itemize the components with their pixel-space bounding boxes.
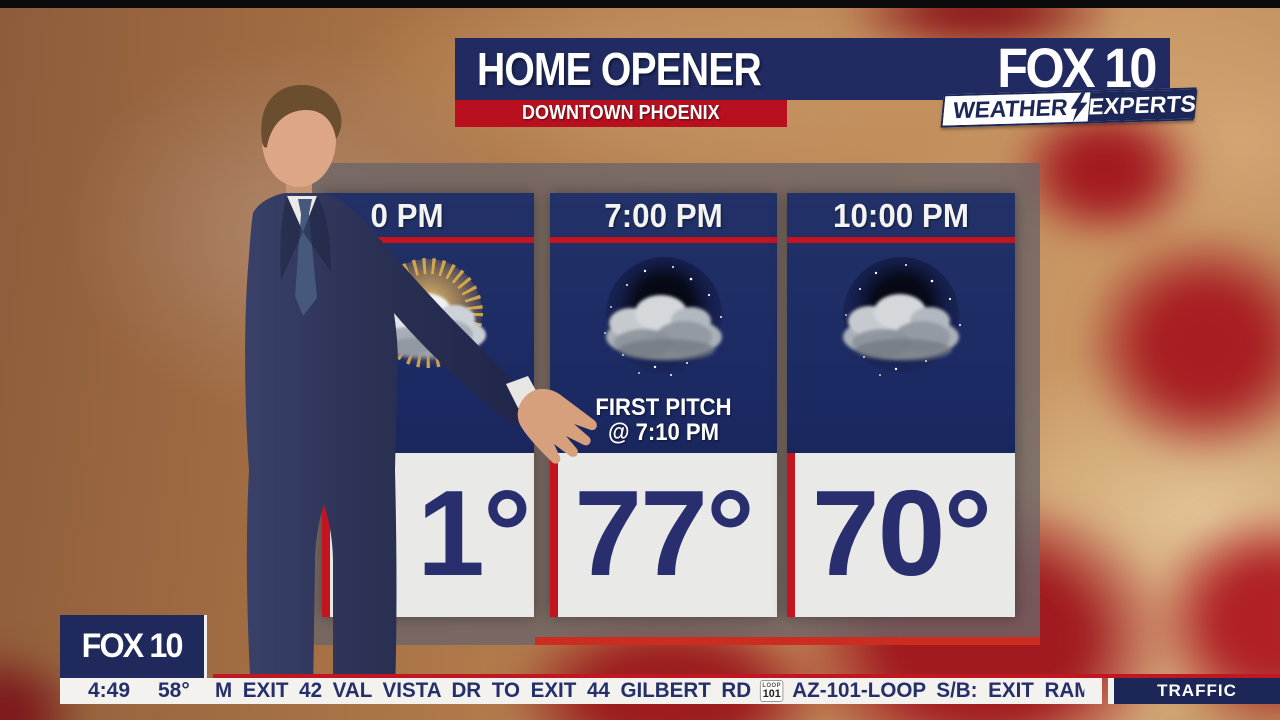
clock: 4:49 [88,679,131,702]
partly-sunny-icon [370,258,486,368]
night-mostly-cloudy-icon [843,257,961,376]
first-pitch-note: FIRST PITCH @ 7:10 PM [595,394,732,446]
night-mostly-cloudy-icon [603,257,722,376]
ticker-bar: 4:49 58° M EXIT 42 VAL VISTA DR TO EXIT … [60,678,1102,704]
card-divider [550,237,777,243]
lightning-bolt-icon [1070,92,1087,122]
fox10-bug-label: FOX 10 [82,627,184,665]
headline-subbanner: DOWNTOWN PHOENIX [455,100,787,127]
card-time: 10:00 PM [833,197,969,234]
letterbox-bar [0,0,1280,8]
weather-experts-badge: WEATHER EXPERTS [940,87,1198,128]
route-101-shield-icon: LOOP 101 [759,680,784,702]
fox10-bug: FOX 10 [60,615,207,678]
ticker-accent-line [213,674,1280,678]
forecast-card-10pm: 10:00 PM [787,193,1015,617]
badge-weather-label: WEATHER [942,92,1071,126]
forecast-card-early: 0 PM [322,193,534,617]
card-temperature: 70° [787,453,1015,617]
fox10-logo: FOX 10 [997,36,1157,99]
traffic-label: TRAFFIC [1157,681,1237,700]
forecast-panel: 0 PM [310,163,1040,645]
card-temperature: 77° [550,453,777,617]
current-temperature: 58° [158,679,190,702]
traffic-label-box: TRAFFIC [1108,678,1280,704]
headline-title: HOME OPENER [477,43,762,95]
ticker-segment: AZ-101-LOOP S/B: EXIT RAM [792,679,1085,702]
traffic-ticker: M EXIT 42 VAL VISTA DR TO EXIT 44 GILBER… [215,678,1084,704]
card-time: 7:00 PM [604,197,723,234]
card-divider [787,237,1015,243]
ticker-segment: M EXIT 42 VAL VISTA DR TO EXIT 44 GILBER… [215,679,752,702]
panel-bottom-stripe [535,637,1040,645]
forecast-card-7pm: 7:00 PM [550,193,777,617]
badge-experts-label: EXPERTS [1087,89,1198,122]
card-time: 0 PM [370,197,444,234]
card-temperature: 1° [322,453,534,617]
headline-banner: HOME OPENER [455,38,1170,100]
headline-subtitle: DOWNTOWN PHOENIX [522,102,720,124]
